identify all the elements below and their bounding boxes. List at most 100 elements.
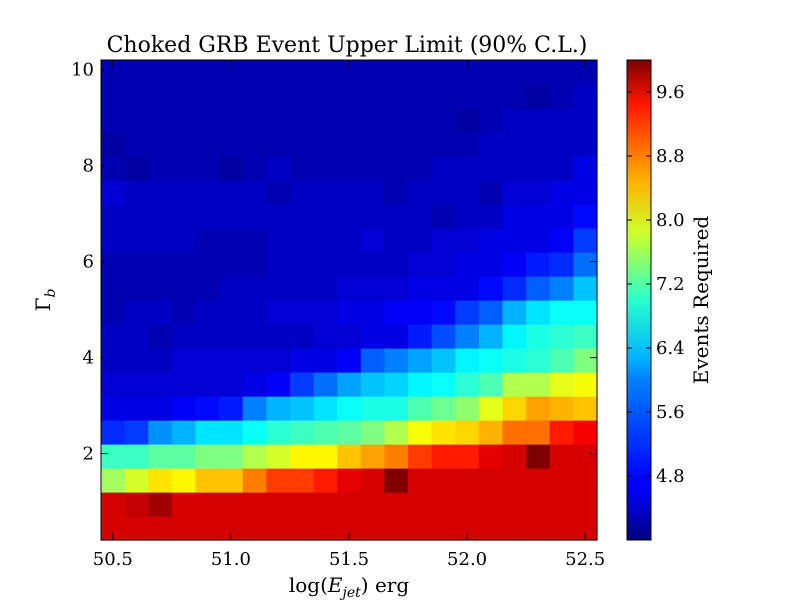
heatmap-cell bbox=[431, 108, 456, 133]
heatmap-cell bbox=[549, 228, 574, 253]
heatmap-cell bbox=[101, 300, 126, 325]
heatmap-cell bbox=[478, 396, 504, 421]
heatmap-cell bbox=[337, 180, 362, 205]
heatmap-cell bbox=[313, 492, 338, 517]
heatmap-cell bbox=[549, 156, 574, 181]
heatmap-cell bbox=[101, 444, 126, 469]
heatmap-cell bbox=[526, 300, 551, 325]
heatmap-cell bbox=[360, 60, 386, 85]
heatmap-cell bbox=[478, 60, 504, 85]
heatmap-cell bbox=[455, 468, 480, 493]
heatmap-cell bbox=[526, 108, 551, 133]
heatmap-cell bbox=[455, 180, 480, 205]
heatmap-cell bbox=[573, 372, 598, 397]
heatmap-cell bbox=[289, 468, 315, 493]
heatmap-cell bbox=[502, 84, 527, 109]
heatmap-cell bbox=[148, 516, 173, 541]
heatmap-cell bbox=[289, 348, 315, 373]
heatmap-cell bbox=[313, 84, 338, 109]
heatmap-cell bbox=[478, 468, 504, 493]
heatmap-cell bbox=[408, 324, 433, 349]
heatmap-cell bbox=[431, 300, 456, 325]
heatmap-cell bbox=[101, 396, 126, 421]
heatmap-cell bbox=[242, 396, 267, 421]
heatmap-cell bbox=[478, 252, 504, 277]
heatmap-cell bbox=[101, 372, 126, 397]
heatmap-cell bbox=[360, 492, 386, 517]
heatmap-cell bbox=[124, 276, 149, 301]
colorbar-tick-label: 5.6 bbox=[656, 402, 685, 423]
heatmap-cell bbox=[526, 468, 551, 493]
heatmap-cell bbox=[502, 108, 527, 133]
heatmap-cell bbox=[360, 132, 386, 157]
heatmap-cell bbox=[124, 324, 149, 349]
heatmap-cell bbox=[526, 60, 551, 85]
heatmap-cell bbox=[478, 492, 504, 517]
heatmap-cell bbox=[573, 180, 598, 205]
heatmap-cell bbox=[478, 324, 504, 349]
heatmap-cell bbox=[219, 108, 244, 133]
heatmap-cell bbox=[171, 396, 197, 421]
heatmap-cell bbox=[478, 276, 504, 301]
heatmap-cell bbox=[478, 372, 504, 397]
heatmap-cell bbox=[337, 132, 362, 157]
heatmap-cell bbox=[171, 420, 197, 445]
heatmap-cell bbox=[549, 300, 574, 325]
heatmap-cell bbox=[573, 396, 598, 421]
x-tick-label: 52.0 bbox=[447, 549, 487, 570]
heatmap-cell bbox=[360, 396, 386, 421]
heatmap-cell bbox=[455, 348, 480, 373]
heatmap-cell bbox=[408, 156, 433, 181]
heatmap-cell bbox=[266, 492, 291, 517]
heatmap-cell bbox=[526, 372, 551, 397]
colorbar-tick-label: 4.8 bbox=[656, 466, 685, 487]
heatmap-cell bbox=[219, 468, 244, 493]
heatmap-cell bbox=[124, 348, 149, 373]
heatmap-cell bbox=[124, 180, 149, 205]
heatmap-cell bbox=[549, 324, 574, 349]
heatmap-cell bbox=[502, 516, 527, 541]
heatmap-cell bbox=[573, 324, 598, 349]
heatmap-cell bbox=[148, 252, 173, 277]
heatmap-cell bbox=[124, 156, 149, 181]
heatmap-cell bbox=[266, 84, 291, 109]
heatmap-cell bbox=[526, 516, 551, 541]
heatmap-cell bbox=[384, 300, 409, 325]
heatmap-cell bbox=[124, 252, 149, 277]
heatmap-cell bbox=[289, 396, 315, 421]
heatmap-cell bbox=[313, 60, 338, 85]
heatmap-cell bbox=[455, 372, 480, 397]
heatmap-cell bbox=[526, 180, 551, 205]
heatmap-cell bbox=[455, 228, 480, 253]
heatmap-cell bbox=[360, 516, 386, 541]
heatmap-cell bbox=[502, 348, 527, 373]
heatmap-cell bbox=[360, 180, 386, 205]
heatmap-cell bbox=[573, 444, 598, 469]
y-tick-label: 6 bbox=[83, 252, 94, 273]
x-axis-label-var: E bbox=[327, 573, 343, 597]
heatmap-cell bbox=[195, 420, 220, 445]
heatmap-cells bbox=[101, 60, 598, 541]
y-tick-label: 8 bbox=[83, 156, 94, 177]
heatmap-cell bbox=[526, 156, 551, 181]
heatmap-cell bbox=[148, 276, 173, 301]
heatmap-cell bbox=[242, 204, 267, 229]
heatmap-cell bbox=[384, 276, 409, 301]
heatmap-cell bbox=[478, 300, 504, 325]
heatmap-cell bbox=[313, 516, 338, 541]
heatmap-cell bbox=[455, 420, 480, 445]
heatmap-cell bbox=[549, 468, 574, 493]
heatmap-cell bbox=[266, 468, 291, 493]
heatmap-cell bbox=[266, 60, 291, 85]
heatmap-cell bbox=[242, 276, 267, 301]
heatmap-cell bbox=[289, 444, 315, 469]
heatmap-cell bbox=[289, 372, 315, 397]
heatmap-cell bbox=[171, 276, 197, 301]
heatmap-cell bbox=[431, 468, 456, 493]
heatmap-cell bbox=[195, 444, 220, 469]
heatmap-cell bbox=[337, 300, 362, 325]
heatmap-cell bbox=[360, 420, 386, 445]
heatmap-cell bbox=[171, 252, 197, 277]
heatmap-cell bbox=[455, 492, 480, 517]
